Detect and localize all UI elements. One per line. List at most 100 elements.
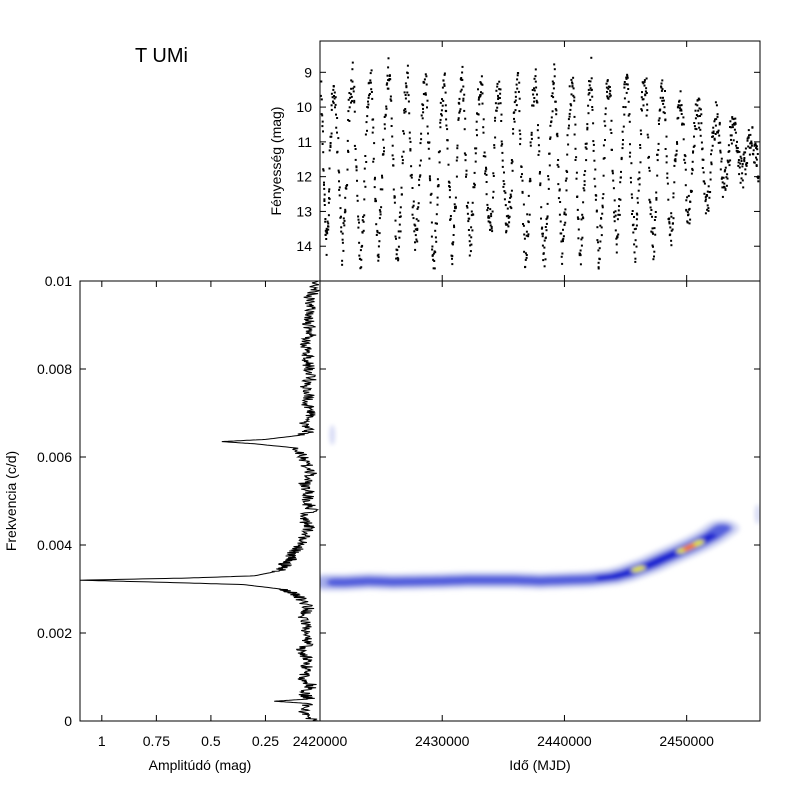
light-curve-point — [437, 185, 440, 188]
light-curve-point — [564, 213, 567, 216]
light-curve-point — [388, 79, 391, 82]
light-curve-point — [587, 104, 590, 107]
light-curve-point — [736, 150, 739, 153]
light-curve-point — [357, 218, 360, 221]
light-curve-point — [453, 203, 456, 206]
light-curve-point — [563, 211, 566, 214]
light-curve-point — [501, 143, 504, 146]
light-curve-point — [567, 118, 570, 121]
light-curve-point — [704, 200, 707, 203]
light-curve-point — [709, 178, 712, 181]
amplitude-x-ticks: 1 0.75 0.5 0.25 — [98, 281, 279, 749]
light-curve-point — [435, 213, 438, 216]
light-curve-point — [743, 160, 746, 163]
light-curve-point — [391, 135, 394, 138]
light-curve-point — [392, 164, 395, 167]
light-curve-point — [707, 209, 710, 212]
light-curve-point — [755, 165, 758, 167]
light-curve-point — [514, 99, 517, 102]
light-curve-point — [572, 87, 575, 90]
light-curve-point — [730, 126, 733, 129]
light-curve-point — [403, 111, 406, 114]
light-curve-point — [630, 193, 633, 196]
light-curve-point — [492, 172, 495, 175]
light-curve-point — [657, 119, 660, 122]
light-curve-point — [680, 108, 683, 111]
light-curve-point — [641, 91, 643, 94]
light-curve-point — [706, 194, 709, 197]
light-curve-point — [347, 110, 350, 113]
light-curve-point — [401, 159, 404, 162]
light-curve-point — [470, 243, 473, 246]
light-curve-point — [347, 98, 350, 101]
light-curve-point — [383, 116, 386, 118]
light-curve-point — [504, 222, 507, 225]
light-curve-point — [534, 68, 537, 71]
light-curve-point — [374, 176, 376, 179]
light-curve-point — [704, 196, 707, 199]
light-curve-point — [698, 126, 701, 129]
light-curve-point — [397, 245, 400, 248]
light-curve-point — [364, 185, 367, 188]
light-curve-point — [576, 196, 579, 198]
light-curve-point — [376, 231, 379, 234]
light-curve-point — [323, 200, 326, 202]
light-curve-point — [626, 73, 629, 76]
light-curve-point — [582, 217, 585, 220]
light-curve-point — [464, 159, 467, 162]
light-curve-point — [715, 104, 718, 107]
light-curve-point — [336, 131, 338, 134]
light-curve-point — [488, 216, 491, 219]
light-curve-point — [487, 220, 490, 223]
light-curve-point — [651, 244, 654, 247]
light-curve-point — [576, 216, 579, 219]
light-curve-point — [529, 144, 532, 147]
light-curve-point — [510, 189, 513, 192]
light-curve-point — [429, 179, 432, 182]
light-curve-point — [558, 188, 561, 191]
light-curve-point — [562, 237, 565, 240]
light-curve-point — [408, 112, 411, 115]
light-curve-point — [507, 214, 510, 217]
light-curve-point — [500, 113, 503, 116]
light-curve-point — [411, 187, 414, 189]
light-curve-point — [409, 149, 412, 152]
light-curve-point — [712, 135, 714, 138]
light-curve-point — [521, 173, 523, 176]
light-curve-point — [485, 173, 488, 176]
light-curve-point — [714, 124, 717, 127]
light-curve-point — [356, 179, 358, 182]
light-curve-point — [601, 197, 604, 200]
light-curve-point — [499, 88, 502, 91]
light-curve-point — [655, 197, 658, 199]
light-curve-point — [549, 124, 552, 127]
light-curve-point — [460, 77, 463, 79]
light-curve-point — [597, 267, 600, 270]
light-curve-point — [346, 168, 349, 171]
light-curve-point — [372, 157, 375, 160]
light-curve-point — [372, 126, 375, 129]
light-curve-point — [634, 239, 637, 242]
frequency-y-tick-label: 0.01 — [45, 273, 72, 289]
light-curve-point — [707, 185, 710, 188]
light-curve-point — [714, 133, 717, 135]
light-curve-point — [448, 181, 451, 184]
light-curve-point — [519, 143, 522, 146]
light-curve-point — [672, 192, 675, 195]
light-curve-point — [473, 183, 476, 186]
light-curve-point — [570, 93, 573, 96]
light-curve-point — [739, 155, 742, 158]
light-curve-point — [366, 115, 369, 118]
light-curve-point — [640, 133, 643, 136]
light-curve-point — [383, 146, 385, 149]
light-curve-point — [373, 178, 376, 181]
light-curve-point — [498, 88, 501, 91]
light-curve-point — [425, 83, 428, 86]
light-curve-point — [568, 124, 570, 127]
light-curve-point — [512, 132, 515, 135]
light-curve-point — [525, 234, 528, 237]
light-curve-point — [747, 136, 750, 139]
light-curve-point — [340, 226, 343, 229]
light-curve-point — [432, 252, 435, 255]
light-curve-point — [400, 193, 403, 196]
